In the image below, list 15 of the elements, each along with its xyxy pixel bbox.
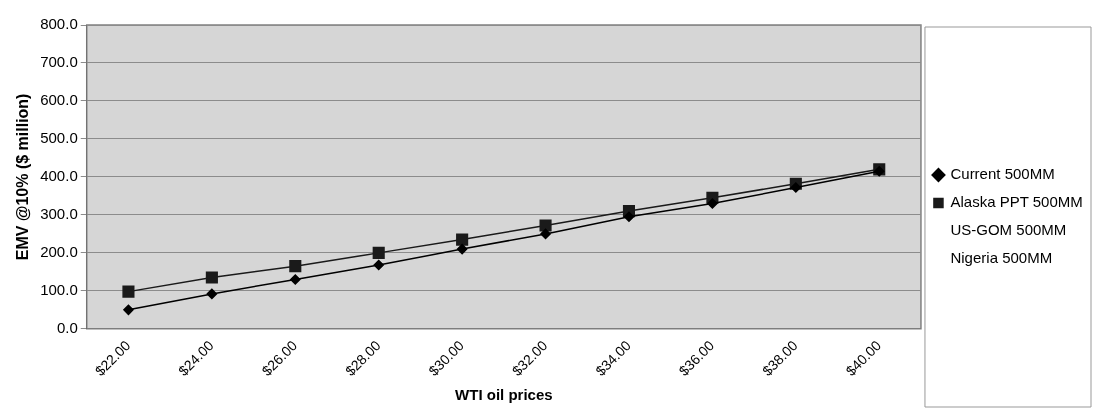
y-tick-label: 700.0: [40, 53, 78, 71]
text: Nigeria 500MM: [950, 249, 1053, 267]
text: US-GOM 500MM: [950, 221, 1067, 239]
y-tick-label: 100.0: [40, 281, 78, 298]
y-tick-label: 500.0: [40, 129, 78, 147]
y-tick-label: 400.0: [40, 167, 78, 185]
y-tick-label: 0.0: [56, 318, 78, 336]
y-tick-label: 300.0: [40, 205, 78, 223]
legend-label: Alaska PPT 500MM: [950, 193, 1083, 211]
y-tick-label: 800.0: [40, 15, 78, 33]
y-tick-label: 600.0: [40, 91, 78, 109]
y-axis-title: EMV @10% ($ million): [14, 93, 32, 261]
x-axis-title: WTI oil prices: [455, 386, 553, 404]
y-tick-label: 200.0: [40, 243, 78, 261]
legend-label: Current 500MM: [950, 165, 1055, 183]
